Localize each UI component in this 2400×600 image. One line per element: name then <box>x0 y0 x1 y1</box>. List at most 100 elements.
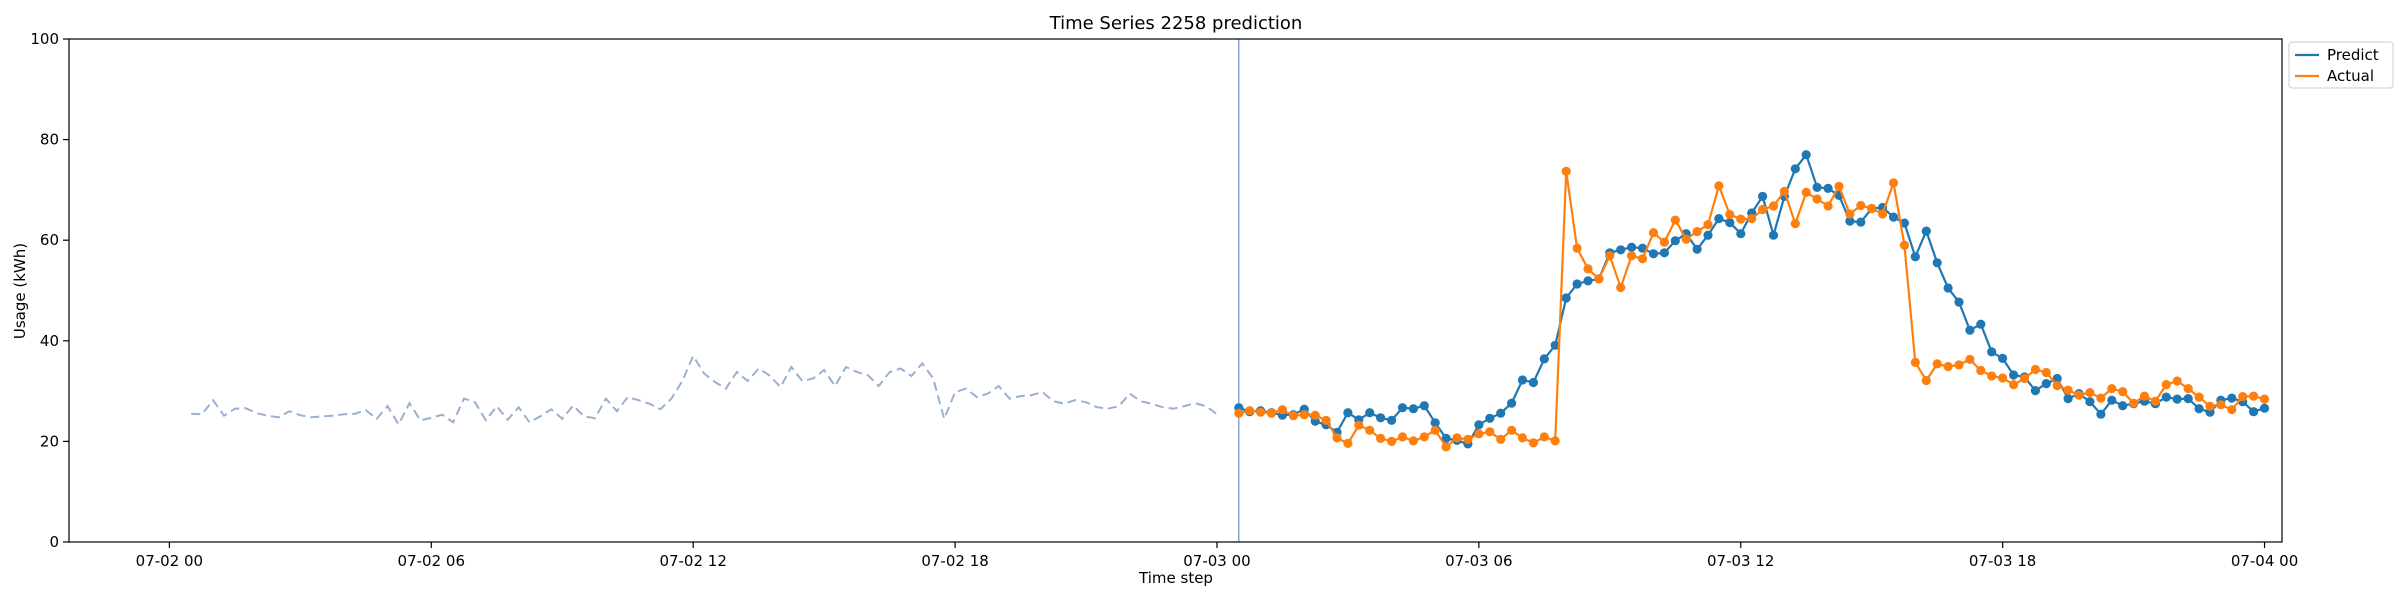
data-point <box>2052 373 2062 384</box>
data-point <box>2030 364 2040 375</box>
data-point <box>1910 252 1920 262</box>
data-point <box>1441 433 1451 443</box>
data-point <box>2009 380 2019 390</box>
data-point <box>1823 183 1833 193</box>
data-point <box>2030 386 2040 396</box>
data-point <box>1736 214 1746 224</box>
data-point <box>1419 432 1429 442</box>
data-point <box>2118 387 2128 397</box>
y-axis-title: Usage (kWh) <box>11 243 29 339</box>
data-point <box>2227 393 2237 403</box>
data-point <box>1528 377 1538 388</box>
x-tick-label: 07-03 18 <box>1969 552 2036 570</box>
data-point <box>2259 403 2270 413</box>
data-point <box>1856 217 1866 227</box>
data-point <box>2194 404 2204 414</box>
data-point <box>1387 436 1397 446</box>
data-point <box>1703 230 1713 240</box>
data-point <box>1376 413 1386 423</box>
x-tick-label: 07-03 00 <box>1183 552 1250 570</box>
data-point <box>1943 283 1953 293</box>
data-point <box>2161 380 2171 390</box>
data-point <box>1637 243 1648 253</box>
data-point <box>1910 357 1920 367</box>
y-tick-label: 40 <box>40 332 59 350</box>
data-point <box>1485 427 1495 437</box>
data-point <box>2096 393 2106 403</box>
data-point <box>1310 410 1320 420</box>
data-point <box>1845 216 1855 226</box>
data-point <box>1277 405 1287 415</box>
data-point <box>1659 248 1669 258</box>
data-point <box>1365 408 1375 418</box>
data-point <box>1430 425 1440 435</box>
data-point <box>1507 425 1517 435</box>
data-point <box>1670 215 1680 225</box>
x-tick-label: 07-03 12 <box>1707 552 1774 570</box>
data-point <box>1725 209 1735 220</box>
data-point <box>2041 367 2051 378</box>
data-point <box>1441 442 1451 452</box>
data-point <box>1670 236 1680 246</box>
data-point <box>2063 394 2073 404</box>
data-point <box>1998 373 2008 383</box>
data-point <box>1256 407 1266 417</box>
data-point <box>1637 254 1648 264</box>
data-point <box>1714 214 1724 224</box>
data-point <box>1474 420 1484 430</box>
data-point <box>1747 214 1757 224</box>
data-point <box>1583 264 1593 274</box>
data-point <box>1703 220 1713 230</box>
data-point <box>1343 438 1353 448</box>
data-point <box>1965 325 1975 335</box>
x-axis-title: Time step <box>1138 569 1213 587</box>
data-point <box>1496 434 1506 444</box>
data-point <box>1998 353 2008 363</box>
data-point <box>1474 429 1484 439</box>
data-point <box>1485 413 1495 423</box>
data-point <box>1517 433 1528 443</box>
data-point <box>2129 398 2139 408</box>
data-point <box>2096 409 2106 419</box>
data-point <box>1572 243 1582 253</box>
data-point <box>1965 354 1975 364</box>
data-point <box>1452 433 1462 443</box>
data-point <box>1758 204 1768 215</box>
data-point <box>2249 407 2259 417</box>
y-tick-label: 20 <box>40 432 59 450</box>
data-point <box>2205 401 2215 411</box>
data-point <box>1790 219 1800 229</box>
data-point <box>1343 408 1353 418</box>
x-tick-label: 07-03 06 <box>1445 552 1512 570</box>
data-point <box>2009 370 2019 380</box>
data-point <box>1507 398 1517 408</box>
data-point <box>1616 245 1626 255</box>
data-point <box>1932 359 1942 369</box>
data-point <box>2172 376 2182 386</box>
chart-title: Time Series 2258 prediction <box>1049 13 1303 34</box>
data-point <box>1812 194 1822 204</box>
data-point <box>1954 360 1964 370</box>
data-point <box>1496 408 1506 418</box>
y-tick-label: 80 <box>40 131 59 149</box>
data-point <box>1376 433 1386 443</box>
data-point <box>1659 237 1669 247</box>
history-line <box>191 353 1218 427</box>
data-point <box>2107 384 2117 394</box>
data-point <box>1627 242 1637 252</box>
data-point <box>1648 249 1659 259</box>
data-point <box>1266 408 1277 418</box>
data-point <box>2019 373 2030 384</box>
data-point <box>1845 209 1855 219</box>
legend-label: Predict <box>2327 46 2379 64</box>
data-point <box>2063 385 2073 395</box>
data-point <box>1572 279 1582 289</box>
series-predict <box>1234 150 2270 449</box>
y-tick-label: 0 <box>49 533 59 551</box>
data-point <box>2085 397 2095 407</box>
data-point <box>1517 375 1528 385</box>
data-point <box>2227 405 2237 415</box>
data-point <box>1943 361 1953 372</box>
data-point <box>1245 406 1255 416</box>
